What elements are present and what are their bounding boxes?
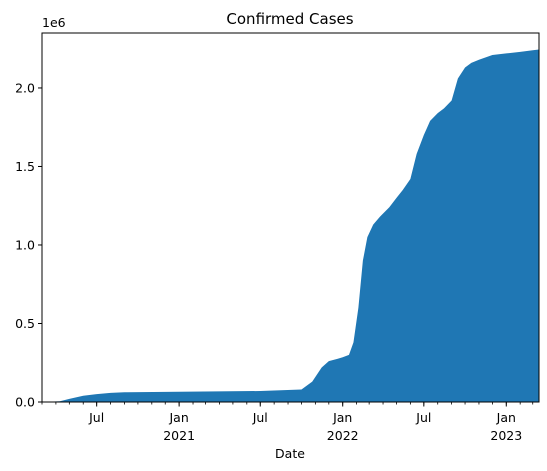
x-tick-year-label: 2023 xyxy=(490,428,522,443)
y-tick-label: 1.5 xyxy=(15,159,35,174)
area-series-0 xyxy=(42,49,539,403)
y-tick-label: 0.0 xyxy=(15,395,35,410)
x-tick-label: Jan xyxy=(168,410,188,425)
chart-title: Confirmed Cases xyxy=(226,10,353,28)
y-tick-label: 0.5 xyxy=(15,316,35,331)
plot-frame xyxy=(41,32,540,403)
x-tick-label: Jan xyxy=(332,410,352,425)
y-offset-label: 1e6 xyxy=(42,15,66,30)
x-tick-label: Jul xyxy=(88,410,104,425)
x-tick-label: Jan xyxy=(496,410,516,425)
y-tick-label: 1.0 xyxy=(15,237,35,252)
y-tick-label: 2.0 xyxy=(15,80,35,95)
y-axis: 0.0 0.5 1.0 1.5 2.0 xyxy=(15,80,42,410)
x-tick-year-label: 2021 xyxy=(163,428,195,443)
plot-area xyxy=(42,49,539,403)
x-tick-year-label: 2022 xyxy=(327,428,359,443)
x-tick-label: Jul xyxy=(415,410,431,425)
x-axis: Jul Jan 2021 Jul Jan 2022 Jul Jan 2023 xyxy=(41,402,534,443)
x-axis-label: Date xyxy=(275,446,305,461)
x-tick-label: Jul xyxy=(252,410,268,425)
